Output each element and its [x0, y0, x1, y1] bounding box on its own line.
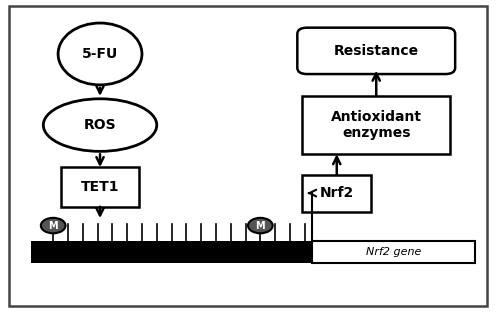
Text: M: M	[49, 221, 58, 231]
Ellipse shape	[58, 23, 142, 85]
Bar	[31, 241, 312, 263]
Circle shape	[248, 218, 273, 233]
Text: Antioxidant
enzymes: Antioxidant enzymes	[331, 110, 422, 140]
FancyBboxPatch shape	[302, 174, 372, 212]
Circle shape	[41, 218, 65, 233]
Text: 5-FU: 5-FU	[82, 47, 118, 61]
Text: Resistance: Resistance	[334, 44, 419, 58]
Text: Nrf2 gene: Nrf2 gene	[366, 247, 421, 257]
Bar	[312, 241, 475, 263]
Text: ROS: ROS	[84, 118, 117, 132]
FancyBboxPatch shape	[297, 28, 455, 74]
FancyBboxPatch shape	[302, 96, 450, 154]
FancyBboxPatch shape	[9, 6, 487, 306]
FancyBboxPatch shape	[61, 167, 139, 207]
Ellipse shape	[43, 99, 157, 151]
Text: M: M	[255, 221, 265, 231]
Text: Nrf2: Nrf2	[319, 186, 354, 200]
Text: TET1: TET1	[81, 180, 119, 194]
